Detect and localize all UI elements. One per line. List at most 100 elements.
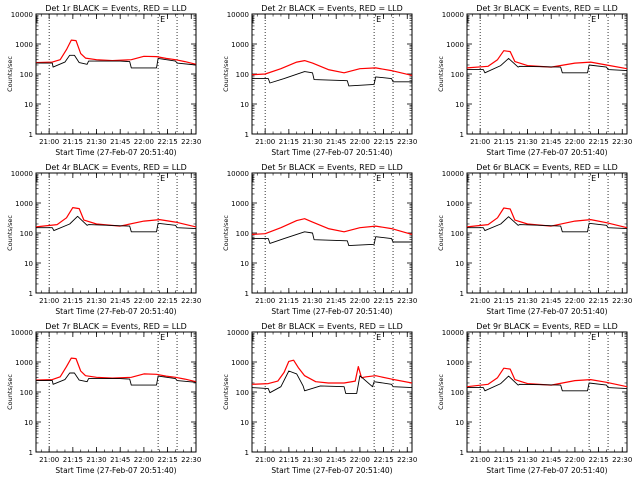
x-axis-label: Start Time (27-Feb-07 20:51:40) [55,307,176,316]
x-tick-label: 22:15 [157,456,177,464]
y-tick-label: 10000 [442,329,464,337]
panel-title: Det 4r BLACK = Events, RED = LLD [45,163,187,172]
panel-title: Det 5r BLACK = Events, RED = LLD [261,163,403,172]
interval-marker: E [591,174,596,183]
y-tick-label: 1000 [446,359,464,367]
x-tick-label: 21:00 [470,138,490,146]
lld-series-line [466,367,628,388]
y-tick-label: 1000 [15,359,33,367]
events-series-line [467,375,628,392]
events-series-line [252,231,412,247]
lld-series-line [35,39,197,65]
x-tick-label: 21:00 [255,297,275,305]
y-axis-label: Counts/sec [437,56,445,92]
x-tick-label: 21:30 [302,138,322,146]
detector-panel-8: Det 8r BLACK = Events, RED = LLD Counts/s… [222,322,417,475]
x-tick-label: 22:00 [565,138,585,146]
x-tick-label: 21:00 [255,456,275,464]
plot-frame [35,172,197,294]
x-tick-label: 22:30 [612,297,632,305]
y-tick-label: 1000 [446,41,464,49]
y-axis-label: Counts/sec [437,215,445,251]
x-tick-label: 22:30 [181,456,201,464]
x-tick-label: 21:30 [517,297,537,305]
plot-frame [466,13,628,135]
interval-marker: E [376,174,381,183]
y-tick-label: 1 [29,449,33,457]
x-tick-label: 22:00 [565,456,585,464]
panel-title: Det 3r BLACK = Events, RED = LLD [476,4,618,13]
events-series-line [467,57,628,74]
y-axis-label: Counts/sec [6,215,14,251]
y-tick-label: 1 [245,290,249,298]
y-tick-label: 10000 [227,11,249,19]
events-series-line [251,370,413,394]
y-axis-label: Counts/sec [222,215,230,251]
x-tick-label: 21:00 [470,456,490,464]
events-series-line [36,215,197,233]
x-tick-label: 22:00 [350,297,370,305]
y-tick-label: 100 [236,71,249,79]
x-axis-label: Start Time (27-Feb-07 20:51:40) [55,148,176,157]
y-axis-label: Counts/sec [6,56,14,92]
x-axis-label: Start Time (27-Feb-07 20:51:40) [55,466,176,475]
x-tick-label: 22:30 [181,297,201,305]
y-tick-label: 10 [455,260,464,268]
x-tick-label: 21:45 [110,138,130,146]
y-tick-label: 1 [460,449,464,457]
x-axis-label: Start Time (27-Feb-07 20:51:40) [486,307,607,316]
y-tick-label: 100 [451,230,464,238]
plot-frame [35,13,197,135]
y-tick-label: 10000 [11,329,33,337]
x-tick-label: 21:45 [326,456,346,464]
x-tick-label: 21:30 [86,456,106,464]
plot-frame [251,331,413,453]
detector-panel-6: Det 6r BLACK = Events, RED = LLD Counts/s… [437,163,632,316]
detector-panel-1: Det 1r BLACK = Events, RED = LLD Counts/s… [6,4,201,157]
interval-marker: E [591,333,596,342]
lld-series-line [251,59,413,76]
x-tick-label: 22:15 [373,297,393,305]
lld-series-line [35,207,197,228]
y-axis-label: Counts/sec [222,374,230,410]
x-tick-label: 22:30 [612,138,632,146]
detector-panel-7: Det 7r BLACK = Events, RED = LLD Counts/s… [6,322,201,475]
y-tick-label: 1 [245,131,249,139]
x-tick-label: 22:15 [373,138,393,146]
panel-title: Det 9r BLACK = Events, RED = LLD [476,322,618,331]
detector-panel-5: Det 5r BLACK = Events, RED = LLD Counts/s… [222,163,417,316]
x-tick-label: 21:00 [255,138,275,146]
x-tick-label: 22:00 [134,297,154,305]
lld-series-line [251,218,413,235]
y-tick-label: 10 [455,101,464,109]
detector-panel-3: Det 3r BLACK = Events, RED = LLD Counts/s… [437,4,632,157]
x-axis-label: Start Time (27-Feb-07 20:51:40) [486,148,607,157]
y-tick-label: 100 [20,230,33,238]
y-tick-label: 1000 [231,200,249,208]
lld-series-line [251,359,413,385]
plot-frame [251,13,413,135]
x-axis-label: Start Time (27-Feb-07 20:51:40) [271,148,392,157]
lld-series-line [35,357,197,383]
x-tick-label: 21:30 [517,138,537,146]
y-tick-label: 10 [24,419,33,427]
y-tick-label: 10000 [227,170,249,178]
x-tick-label: 22:15 [588,138,608,146]
y-tick-label: 10 [240,101,249,109]
y-tick-label: 1 [29,290,33,298]
x-tick-label: 22:30 [181,138,201,146]
y-tick-label: 100 [451,71,464,79]
y-tick-label: 1 [245,449,249,457]
x-tick-label: 22:00 [134,456,154,464]
y-axis-label: Counts/sec [437,374,445,410]
x-tick-label: 21:30 [302,297,322,305]
y-tick-label: 1000 [15,41,33,49]
x-tick-label: 22:00 [350,138,370,146]
y-tick-label: 1000 [231,41,249,49]
x-tick-label: 22:15 [588,456,608,464]
x-tick-label: 21:45 [541,456,561,464]
events-series-line [36,54,197,69]
x-tick-label: 21:15 [494,138,514,146]
events-series-line [36,372,197,386]
